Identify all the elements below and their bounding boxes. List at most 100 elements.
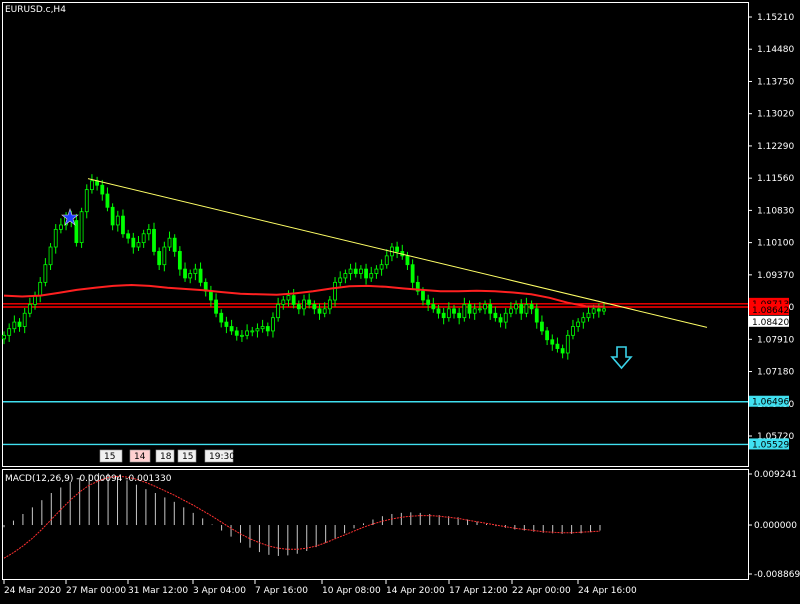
session-tag-text: 14 bbox=[134, 452, 146, 462]
candle-body bbox=[219, 312, 224, 323]
candle-body bbox=[224, 321, 229, 327]
candle-body bbox=[296, 304, 301, 310]
candle-body bbox=[586, 312, 591, 319]
candle-body bbox=[462, 304, 467, 319]
candle-body bbox=[317, 308, 322, 314]
candle-body bbox=[43, 264, 48, 283]
time-tick-label: 27 Mar 00:00 bbox=[66, 586, 126, 596]
price-label-text: 1.08420 bbox=[752, 318, 789, 328]
candle-body bbox=[240, 334, 244, 337]
candle-body bbox=[281, 299, 286, 305]
candle-body bbox=[307, 299, 312, 305]
time-tick-label: 24 Apr 16:00 bbox=[578, 586, 637, 596]
candle-body bbox=[291, 295, 296, 305]
candle-body bbox=[79, 211, 84, 244]
candle-body bbox=[157, 251, 162, 266]
candle-body bbox=[405, 255, 410, 266]
candle-body bbox=[193, 268, 198, 274]
candle-body bbox=[327, 299, 332, 310]
macd-label: MACD(12,26,9) -0.000094 -0.001330 bbox=[5, 474, 172, 484]
price-label-box bbox=[749, 438, 789, 450]
candle-body bbox=[53, 228, 58, 248]
time-tick-label: 24 Mar 2020 bbox=[4, 586, 61, 596]
price-label-box bbox=[749, 297, 789, 309]
candle-body bbox=[534, 308, 539, 323]
candle-body bbox=[229, 326, 234, 332]
candle-body bbox=[560, 348, 565, 354]
candle-body bbox=[519, 304, 524, 314]
star-marker-icon[interactable] bbox=[61, 208, 79, 226]
candle-body bbox=[167, 237, 172, 248]
candle-body bbox=[364, 268, 368, 279]
candle-body bbox=[591, 308, 596, 314]
candle-body bbox=[312, 304, 317, 310]
candle-body bbox=[384, 255, 389, 266]
candle-body bbox=[477, 308, 482, 311]
price-tick-label: 1.13020 bbox=[757, 110, 794, 120]
session-tag-box bbox=[155, 449, 175, 463]
price-pane-frame bbox=[2, 2, 749, 467]
candle-body bbox=[369, 273, 374, 279]
candle-body bbox=[436, 308, 441, 314]
candle-body bbox=[379, 264, 384, 270]
candle-body bbox=[177, 251, 182, 270]
macd-pane-frame bbox=[2, 469, 749, 580]
candle-body bbox=[322, 308, 327, 314]
candle-body bbox=[524, 304, 529, 314]
candle-body bbox=[48, 246, 53, 266]
session-tag-box bbox=[177, 449, 197, 463]
candle-body bbox=[457, 312, 462, 319]
candle-body bbox=[250, 330, 255, 333]
candle-body bbox=[265, 326, 270, 332]
candle-body bbox=[374, 268, 379, 274]
price-tick-label: 1.10830 bbox=[757, 206, 794, 216]
session-tag-box bbox=[204, 449, 234, 463]
candle-body bbox=[90, 180, 94, 191]
candle-body bbox=[38, 281, 43, 296]
down-arrow-icon[interactable] bbox=[610, 346, 633, 370]
candle-body bbox=[441, 312, 446, 319]
price-tick-label: 1.13750 bbox=[757, 77, 794, 87]
candles bbox=[2, 174, 606, 360]
time-tick-label: 17 Apr 12:00 bbox=[449, 586, 508, 596]
moving-average-line[interactable] bbox=[3, 283, 605, 308]
candle-body bbox=[514, 304, 518, 310]
candle-body bbox=[183, 268, 187, 279]
candle-body bbox=[286, 295, 291, 301]
candle-body bbox=[333, 281, 337, 301]
price-label-box bbox=[749, 303, 789, 315]
candle-body bbox=[353, 268, 358, 274]
candle-body bbox=[121, 215, 125, 235]
candle-body bbox=[483, 304, 487, 310]
candle-body bbox=[271, 317, 275, 332]
candle-body bbox=[446, 308, 451, 319]
trendline[interactable] bbox=[87, 178, 708, 328]
price-tick-label: 1.15210 bbox=[757, 13, 794, 23]
price-label-text: 1.05529 bbox=[752, 440, 789, 450]
candle-body bbox=[131, 237, 136, 248]
candle-body bbox=[343, 273, 348, 279]
session-tags: 15 14 18 15 19:30 bbox=[99, 449, 235, 463]
session-tag-text: 15 bbox=[104, 452, 115, 462]
candle-body bbox=[105, 193, 110, 208]
price-tick-label: 1.14480 bbox=[757, 45, 794, 55]
time-tick-label: 22 Apr 00:00 bbox=[512, 586, 571, 596]
time-tick-label: 7 Apr 16:00 bbox=[255, 586, 308, 596]
macd-tick-label: -0.008869 bbox=[754, 570, 800, 580]
session-tag-box bbox=[99, 449, 123, 463]
candle-body bbox=[431, 304, 436, 310]
macd-signal-line bbox=[3, 475, 601, 559]
candle-body bbox=[488, 304, 493, 314]
candle-body bbox=[260, 326, 265, 330]
session-tag-box bbox=[129, 449, 151, 463]
candle-body bbox=[508, 308, 513, 314]
candle-body bbox=[27, 304, 32, 314]
time-tick-label: 31 Mar 12:00 bbox=[128, 586, 188, 596]
candle-body bbox=[110, 206, 115, 226]
macd-tick-label: 0.009241 bbox=[754, 470, 797, 480]
time-axis: 24 Mar 2020 27 Mar 00:00 31 Mar 12:00 3 Apr… bbox=[3, 580, 637, 596]
candle-body bbox=[338, 277, 343, 283]
